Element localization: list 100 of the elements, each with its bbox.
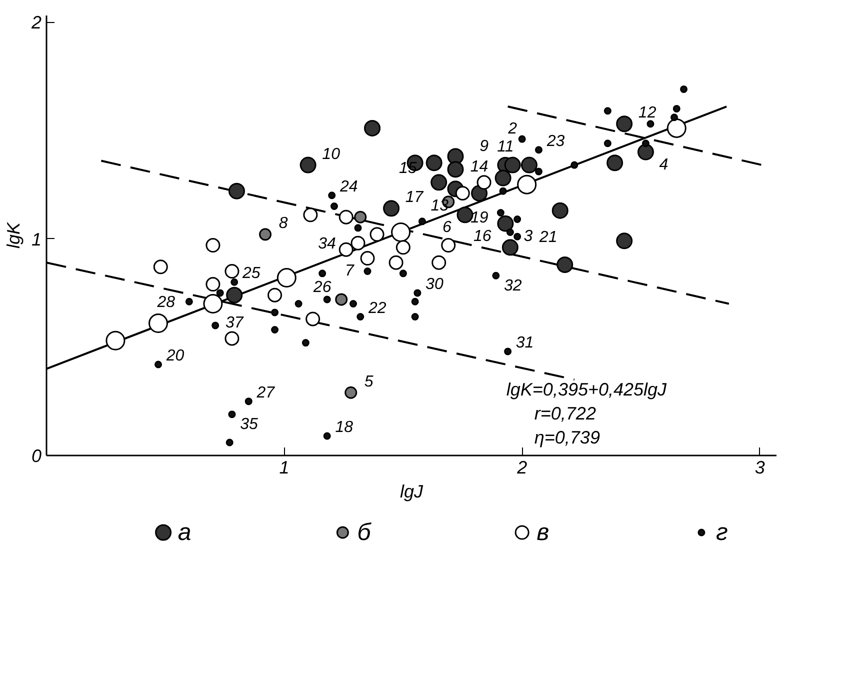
- point: [520, 156, 538, 174]
- point: [106, 330, 126, 350]
- annotation: 8: [278, 215, 288, 232]
- point: [226, 286, 243, 304]
- point: [349, 300, 357, 308]
- annotation: 25: [241, 265, 260, 282]
- point: [552, 202, 568, 219]
- point: [228, 182, 245, 200]
- annotation: 26: [312, 278, 332, 296]
- point: [494, 170, 512, 186]
- point: [338, 242, 354, 257]
- annotation: 22: [367, 300, 386, 317]
- point: [306, 312, 320, 326]
- point: [492, 272, 500, 280]
- point: [570, 161, 578, 169]
- point: [504, 348, 512, 356]
- point: [276, 268, 296, 288]
- annotation: 19: [470, 209, 488, 226]
- point: [432, 255, 446, 270]
- point: [148, 314, 168, 334]
- point: [230, 278, 238, 286]
- y-tick-label: 2: [30, 12, 42, 32]
- x-axis-title: lgJ: [400, 482, 424, 502]
- annotation: 32: [504, 278, 522, 294]
- annotation: 28: [156, 294, 176, 312]
- point: [502, 239, 518, 256]
- point: [323, 432, 331, 440]
- annotation: 11: [497, 138, 514, 156]
- annotation: 37: [225, 314, 244, 332]
- annotation: 12: [638, 104, 656, 122]
- annotation: η=0,739: [534, 428, 600, 448]
- point: [268, 288, 282, 302]
- annotation: 14: [470, 158, 488, 176]
- point: [354, 224, 362, 232]
- point: [388, 255, 404, 270]
- point: [672, 104, 680, 112]
- point: [556, 256, 574, 273]
- point: [370, 227, 384, 242]
- legend-label: в: [536, 519, 550, 546]
- point: [318, 270, 326, 278]
- point: [271, 308, 279, 316]
- annotation: 15: [398, 160, 417, 177]
- x-tick-label: 1: [279, 458, 290, 478]
- point: [300, 156, 316, 174]
- x-tick-label: 3: [754, 458, 765, 478]
- point: [383, 200, 400, 217]
- point: [154, 360, 162, 368]
- annotation: 10: [322, 146, 340, 163]
- annotation: 17: [405, 189, 424, 206]
- y-axis-title: lgK: [3, 222, 24, 249]
- point: [360, 251, 375, 266]
- point: [534, 168, 542, 176]
- annotation: 20: [165, 348, 184, 365]
- annotation: 2: [507, 120, 518, 138]
- point: [476, 175, 492, 190]
- point: [323, 296, 331, 304]
- annotation: lgK=0,395+0,425lgJ: [506, 380, 668, 400]
- point: [616, 232, 633, 250]
- point: [447, 161, 464, 178]
- annotation: 34: [318, 235, 336, 252]
- point: [206, 238, 220, 252]
- point: [203, 294, 223, 314]
- point: [330, 202, 338, 210]
- point: [216, 289, 224, 297]
- annotation: 3: [524, 228, 533, 246]
- annotation: 9: [480, 138, 489, 155]
- point: [504, 156, 521, 174]
- annotation: 24: [338, 178, 358, 196]
- point: [364, 120, 381, 136]
- legend-label: г: [716, 519, 728, 546]
- point: [399, 270, 407, 278]
- point: [224, 264, 240, 278]
- point: [303, 208, 318, 222]
- point: [514, 232, 522, 240]
- point: [328, 192, 336, 200]
- legend-label: б: [357, 519, 372, 546]
- point: [418, 218, 426, 226]
- point: [642, 140, 650, 148]
- point: [666, 118, 686, 138]
- point: [153, 260, 168, 274]
- point: [364, 268, 372, 276]
- point: [499, 187, 507, 195]
- point: [606, 154, 624, 172]
- point: [335, 293, 348, 306]
- point: [185, 298, 193, 306]
- annotation: 31: [516, 334, 534, 352]
- point: [518, 135, 526, 143]
- point: [259, 228, 272, 241]
- point: [496, 208, 504, 216]
- point: [344, 386, 358, 399]
- point: [497, 215, 514, 232]
- annotation: 35: [240, 416, 258, 434]
- point: [391, 222, 411, 242]
- annotation: 16: [474, 228, 492, 245]
- y-tick-label: 0: [31, 446, 42, 466]
- annotation: 6: [442, 219, 452, 236]
- x-tick-label: 2: [516, 458, 528, 478]
- point: [670, 114, 678, 122]
- point: [354, 210, 367, 224]
- point: [224, 331, 240, 346]
